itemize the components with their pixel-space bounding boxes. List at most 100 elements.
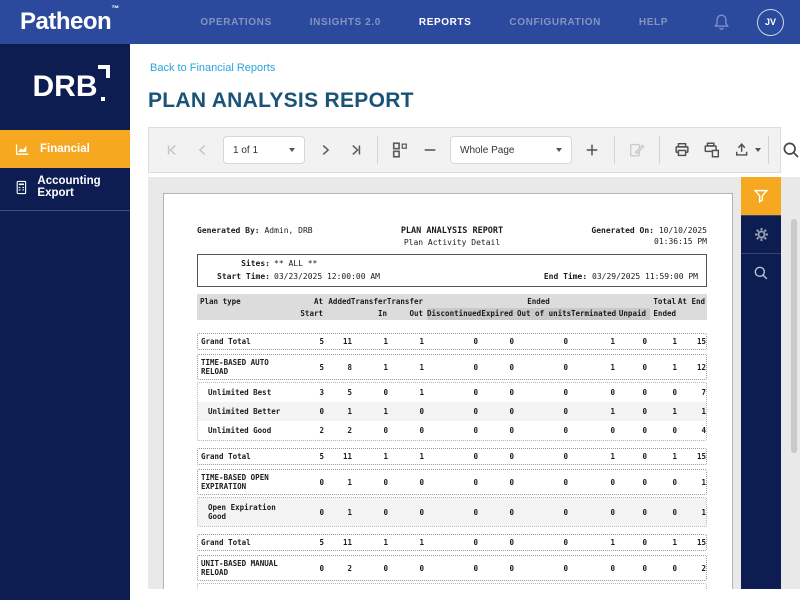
report-cell: 0 <box>509 426 514 435</box>
report-cell: 0 <box>672 426 677 435</box>
vertical-scrollbar-thumb[interactable] <box>791 219 797 453</box>
print-icon <box>675 142 689 157</box>
nav-item-insights[interactable]: INSIGHTS 2.0 <box>309 16 381 28</box>
multipage-view-button[interactable] <box>386 134 414 166</box>
report-cell: 0 <box>509 507 514 517</box>
report-cell: 0 <box>642 388 647 397</box>
report-cell: 1 <box>383 407 388 416</box>
report-cell: 0 <box>383 507 388 517</box>
export-button[interactable] <box>728 134 766 166</box>
report-cell: 1 <box>672 362 677 372</box>
report-cell: 15 <box>696 337 706 346</box>
toolbar-separator <box>768 136 769 164</box>
row-label: Unlimited Good <box>208 426 272 435</box>
report-cell: 1 <box>383 452 388 461</box>
next-page-button[interactable] <box>311 134 339 166</box>
report-cell: 0 <box>672 477 677 487</box>
report-cell: 0 <box>672 507 677 517</box>
sidebar-item-financial[interactable]: Financial <box>0 130 130 168</box>
report-cell: 12 <box>696 362 706 372</box>
print-button[interactable] <box>668 134 696 166</box>
report-cell: 0 <box>642 337 647 346</box>
report-cell: 5 <box>347 388 352 397</box>
nav-item-operations[interactable]: OPERATIONS <box>200 16 272 28</box>
first-page-button[interactable] <box>159 134 187 166</box>
report-cell: 1 <box>347 507 352 517</box>
report-cell: 0 <box>642 362 647 372</box>
report-cell: 0 <box>509 477 514 487</box>
row-label: Open Expiration Good <box>208 503 276 521</box>
report-cell: 0 <box>473 538 478 547</box>
drb-logo-dot <box>100 97 105 101</box>
notifications-button[interactable] <box>712 13 731 32</box>
report-table-body: Grand Total 5 11 1 1 0 0 0 1 0 1 15 TIME-BASED AUTO … <box>197 333 707 589</box>
report-cell: 0 <box>563 388 568 397</box>
report-row: Open Expiration Good 0 1 0 0 0 0 0 0 0 0 1 <box>198 498 706 526</box>
nav-item-reports[interactable]: REPORTS <box>418 16 472 28</box>
report-row: Grand Total 5 11 1 1 0 0 0 1 0 1 15 <box>197 448 707 465</box>
sidebar-divider <box>0 210 130 211</box>
print-all-button[interactable] <box>698 134 726 166</box>
zoom-out-button[interactable] <box>416 134 444 166</box>
report-row: Grand Total 5 11 1 1 0 0 0 1 0 1 15 <box>197 333 707 350</box>
settings-button[interactable] <box>741 215 781 253</box>
previous-page-button[interactable] <box>189 134 217 166</box>
row-label: Grand Total <box>201 452 251 461</box>
filter-button[interactable] <box>741 177 781 215</box>
report-cell: 1 <box>419 337 424 346</box>
multipage-view-icon <box>392 142 407 158</box>
report-cell: 0 <box>419 426 424 435</box>
chevron-down-icon <box>289 148 295 152</box>
edit-button[interactable] <box>623 134 651 166</box>
report-cell: 1 <box>672 407 677 416</box>
report-cell: 0 <box>509 337 514 346</box>
page-select[interactable]: 1 of 1 <box>223 136 305 164</box>
report-cell: 0 <box>383 426 388 435</box>
row-label: Grand Total <box>201 538 251 547</box>
first-page-icon <box>167 144 176 156</box>
last-page-button[interactable] <box>341 134 369 166</box>
sidebar: DRB Financial Accounting Export <box>0 44 130 600</box>
report-cell: 0 <box>509 388 514 397</box>
search-icon <box>754 266 768 279</box>
report-cell: 0 <box>642 538 647 547</box>
search-icon <box>783 142 799 158</box>
report-cell: 1 <box>672 337 677 346</box>
zoom-in-button[interactable] <box>578 134 606 166</box>
report-cell: 0 <box>563 452 568 461</box>
report-generated-by: Generated By: Admin, DRB <box>197 226 313 235</box>
toolbar-separator <box>614 136 615 164</box>
report-cell: 1 <box>383 337 388 346</box>
report-cell: 1 <box>701 507 706 517</box>
user-avatar[interactable]: JV <box>757 8 784 36</box>
nav-item-configuration[interactable]: CONFIGURATION <box>509 16 601 28</box>
report-cell: 4 <box>701 426 706 435</box>
report-cell: 0 <box>473 337 478 346</box>
report-row: Unlimited Best 3 5 0 1 0 0 0 0 0 0 7 <box>198 383 706 402</box>
report-criteria-box: Sites: ** ALL ** Start Time: 03/23/2025 12… <box>197 254 707 287</box>
report-cell: 1 <box>701 407 706 416</box>
report-row: TIME-BASED AUTO RELOAD 5 8 1 1 0 0 0 1 0 1 12 <box>197 354 707 380</box>
report-cell: 0 <box>563 477 568 487</box>
sidebar-item-accounting-export[interactable]: Accounting Export <box>0 168 130 206</box>
report-cell: 0 <box>642 477 647 487</box>
nav-item-help[interactable]: HELP <box>638 16 668 28</box>
report-cell: 0 <box>319 477 324 487</box>
report-cell: 11 <box>342 452 352 461</box>
report-cell: 0 <box>473 477 478 487</box>
report-cell: 0 <box>563 407 568 416</box>
report-row: Unlimited Good 2 2 0 0 0 0 0 0 0 0 4 <box>198 421 706 440</box>
report-cell: 0 <box>473 388 478 397</box>
row-label: TIME-BASED OPEN EXPIRATION <box>201 473 269 491</box>
back-to-financial-reports-link[interactable]: Back to Financial Reports <box>150 62 276 74</box>
drb-logo-bracket <box>97 65 110 78</box>
panel-search-button[interactable] <box>741 253 781 291</box>
report-row: UNIT-BASED MANUAL RELOAD 0 2 0 0 0 0 0 0 0 0 2 <box>197 555 707 581</box>
zoom-select[interactable]: Whole Page <box>450 136 572 164</box>
chevron-down-icon <box>754 148 761 152</box>
top-nav-items: OPERATIONS INSIGHTS 2.0 REPORTS CONFIGUR… <box>200 17 668 28</box>
report-viewer: Generated By: Admin, DRB PLAN ANALYSIS R… <box>148 177 800 589</box>
report-cell: 15 <box>696 452 706 461</box>
report-table: Plan type At Start Added Transfer In Trans… <box>197 294 707 589</box>
search-button[interactable] <box>777 134 800 166</box>
